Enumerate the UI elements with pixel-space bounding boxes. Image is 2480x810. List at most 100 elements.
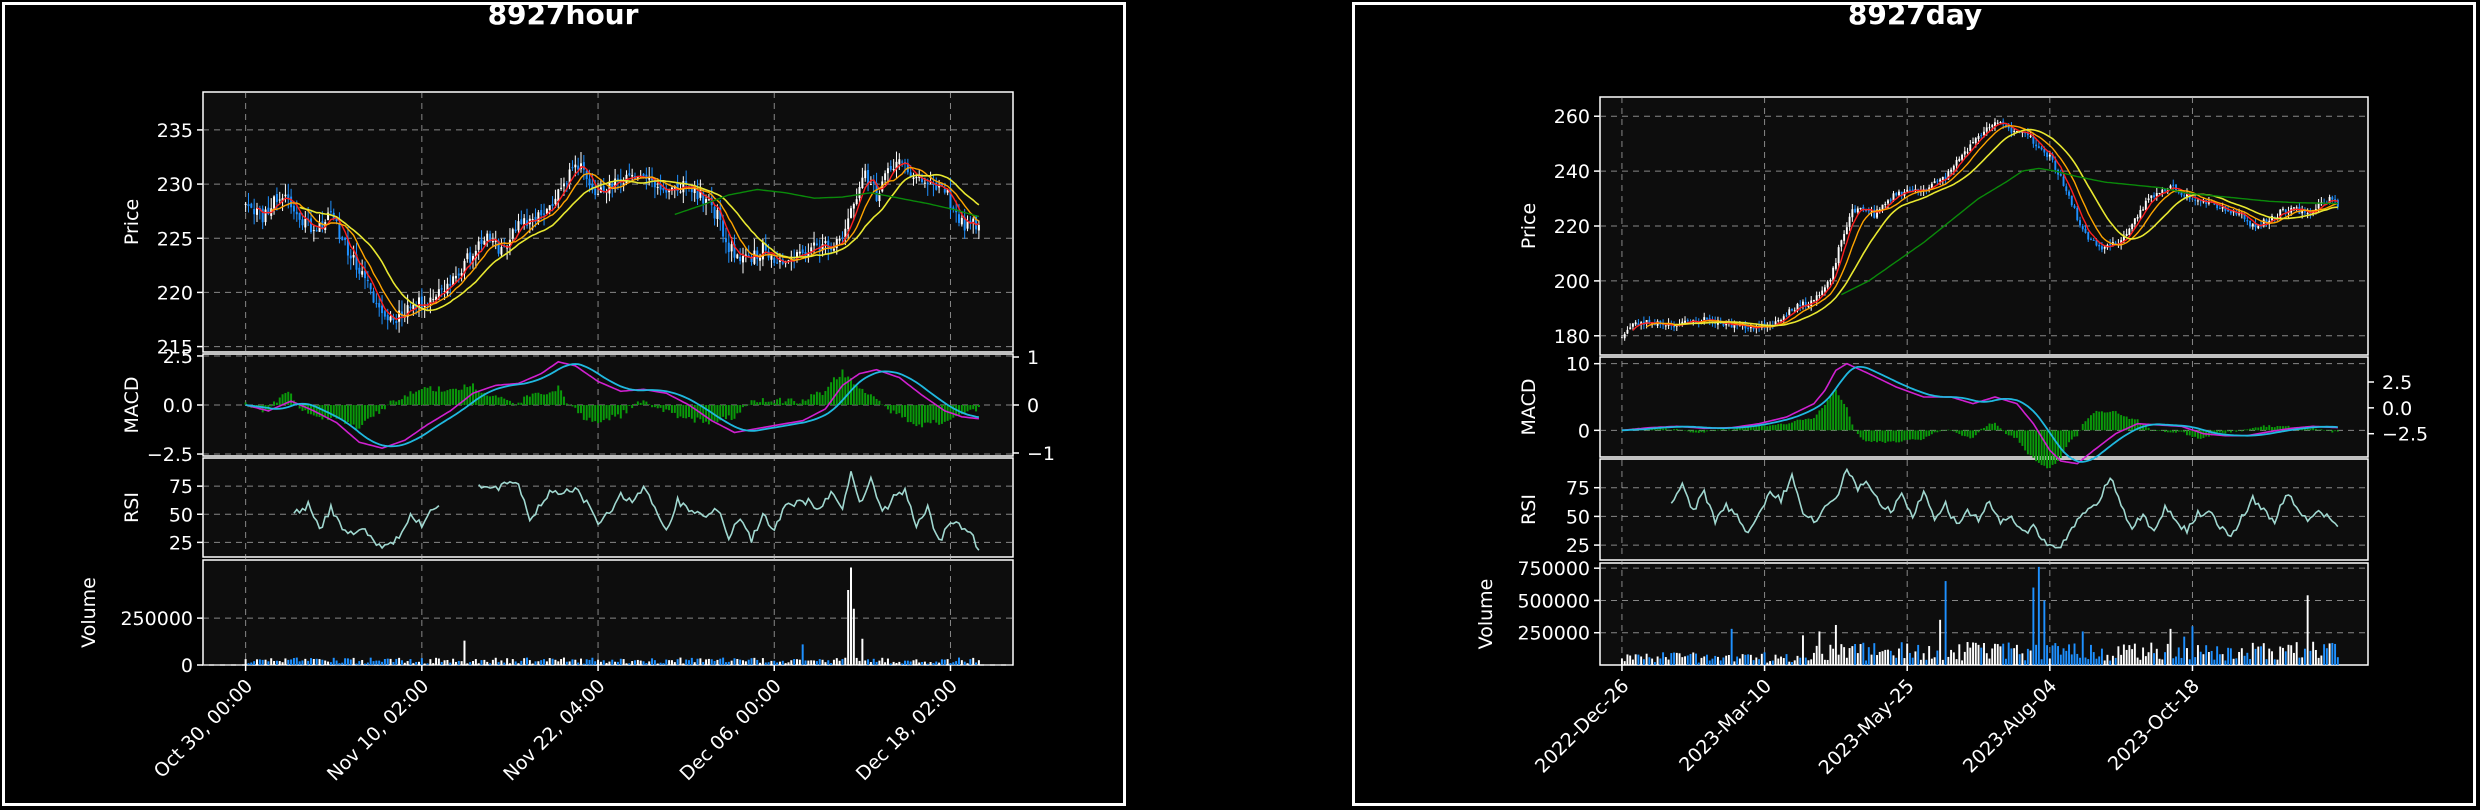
macd-histogram-bar: [1689, 430, 1692, 433]
volume-bar: [807, 660, 810, 665]
candle-body: [2279, 209, 2282, 218]
volume-bar: [2024, 660, 2027, 665]
volume-bar: [2155, 648, 2158, 665]
candle-body: [2013, 130, 2016, 132]
candle-body: [1941, 177, 1944, 181]
macd-histogram-bar: [1823, 405, 1826, 431]
macd-histogram-bar: [852, 384, 855, 405]
macd-histogram-bar: [1911, 430, 1914, 440]
macd-histogram-bar: [636, 401, 639, 405]
volume-bar: [912, 660, 915, 665]
candle-body: [648, 176, 651, 180]
volume-tick-label: 750000: [1517, 558, 1590, 580]
volume-bar: [2262, 643, 2265, 665]
candle-body: [2227, 209, 2230, 212]
candle-body: [369, 283, 372, 290]
volume-bar: [557, 661, 560, 665]
macd-histogram-bar: [503, 398, 506, 405]
macd-histogram-bar: [2224, 430, 2227, 434]
candle-body: [943, 188, 946, 193]
volume-bar: [1829, 644, 1832, 665]
volume-bar: [463, 640, 466, 665]
volume-bar: [801, 644, 804, 665]
volume-bar: [886, 658, 889, 665]
macd-histogram-bar: [685, 405, 688, 419]
volume-bar: [2100, 648, 2103, 665]
candle-body: [1911, 189, 1914, 191]
macd-histogram-bar: [2051, 430, 2054, 465]
macd-histogram-bar: [318, 405, 321, 418]
volume-bar: [676, 659, 679, 665]
macd-histogram-bar: [2103, 412, 2106, 431]
macd-histogram-bar: [867, 394, 870, 405]
volume-tick-label: 250000: [120, 608, 193, 630]
volume-bar: [247, 663, 250, 665]
volume-bar: [1856, 653, 1859, 665]
candle-body: [543, 213, 546, 215]
macd-histogram-bar: [2046, 430, 2049, 469]
macd-histogram-bar: [960, 405, 963, 415]
candle-body: [2243, 213, 2246, 220]
macd-histogram-bar: [2164, 430, 2166, 433]
macd-histogram-bar: [1939, 430, 1942, 432]
volume-bar: [2065, 650, 2068, 665]
macd-histogram-bar: [278, 397, 281, 405]
volume-bar: [634, 660, 636, 665]
candle-body: [844, 228, 847, 238]
x-tick-label: Dec 18, 02:00: [852, 675, 962, 785]
candle-body: [446, 283, 449, 294]
volume-bar: [310, 658, 312, 665]
macd-histogram-bar: [489, 396, 492, 405]
candle-body: [1793, 310, 1796, 312]
candle-body: [1991, 125, 1994, 127]
ma-slow-line: [1673, 128, 2338, 327]
macd-histogram-bar: [2328, 430, 2331, 431]
volume-bar: [750, 658, 753, 665]
volume-bar: [628, 663, 631, 665]
macd-histogram-bar: [821, 394, 824, 405]
candle-body: [2186, 193, 2188, 197]
candle-body: [284, 194, 287, 197]
price-tick-label: 235: [157, 120, 193, 142]
macd-histogram-bar: [2243, 429, 2246, 431]
macd-histogram-bar: [577, 405, 580, 414]
candle-body: [2183, 195, 2186, 197]
candle-body: [273, 196, 276, 209]
candle-body: [534, 216, 537, 222]
macd-histogram-bar: [736, 405, 739, 414]
candle-body: [972, 218, 975, 223]
signal-line: [1621, 366, 2338, 463]
volume-bar: [1812, 652, 1815, 665]
candle-body: [872, 181, 875, 184]
macd-histogram-bar: [1785, 424, 1788, 431]
candle-body: [1645, 320, 1648, 324]
macd-histogram-bar: [1991, 423, 1994, 431]
macd-histogram-bar: [1727, 429, 1730, 431]
volume-bar: [798, 659, 801, 665]
volume-bar: [1862, 642, 1865, 665]
candle-body: [486, 233, 489, 241]
macd-histogram-bar: [460, 389, 463, 405]
rsi-tick-label: 25: [169, 532, 193, 554]
macd-histogram-bar: [750, 400, 753, 405]
macd-histogram-bar: [1656, 429, 1659, 431]
volume-bar: [778, 661, 781, 665]
x-tick-label: 2023-Aug-04: [1959, 675, 2061, 777]
volume-bar: [1884, 649, 1887, 665]
macd-histogram-bar: [2128, 418, 2131, 431]
hour-chart-frame: [2, 2, 1126, 806]
macd-histogram-bar: [2188, 430, 2191, 436]
volume-bar: [1881, 651, 1884, 665]
macd-histogram-bar: [1736, 428, 1739, 431]
x-tick-label: Nov 22, 04:00: [499, 675, 609, 785]
candle-body: [707, 199, 710, 201]
volume-bar: [1744, 654, 1747, 665]
candle-body: [2040, 147, 2043, 150]
candle-body: [1845, 227, 1848, 234]
candle-body: [966, 221, 969, 229]
volume-bar: [1840, 644, 1843, 665]
volume-bar: [1730, 628, 1733, 665]
macd-histogram-bar: [793, 401, 796, 405]
candle-body: [1664, 325, 1667, 327]
volume-bar: [770, 660, 773, 665]
